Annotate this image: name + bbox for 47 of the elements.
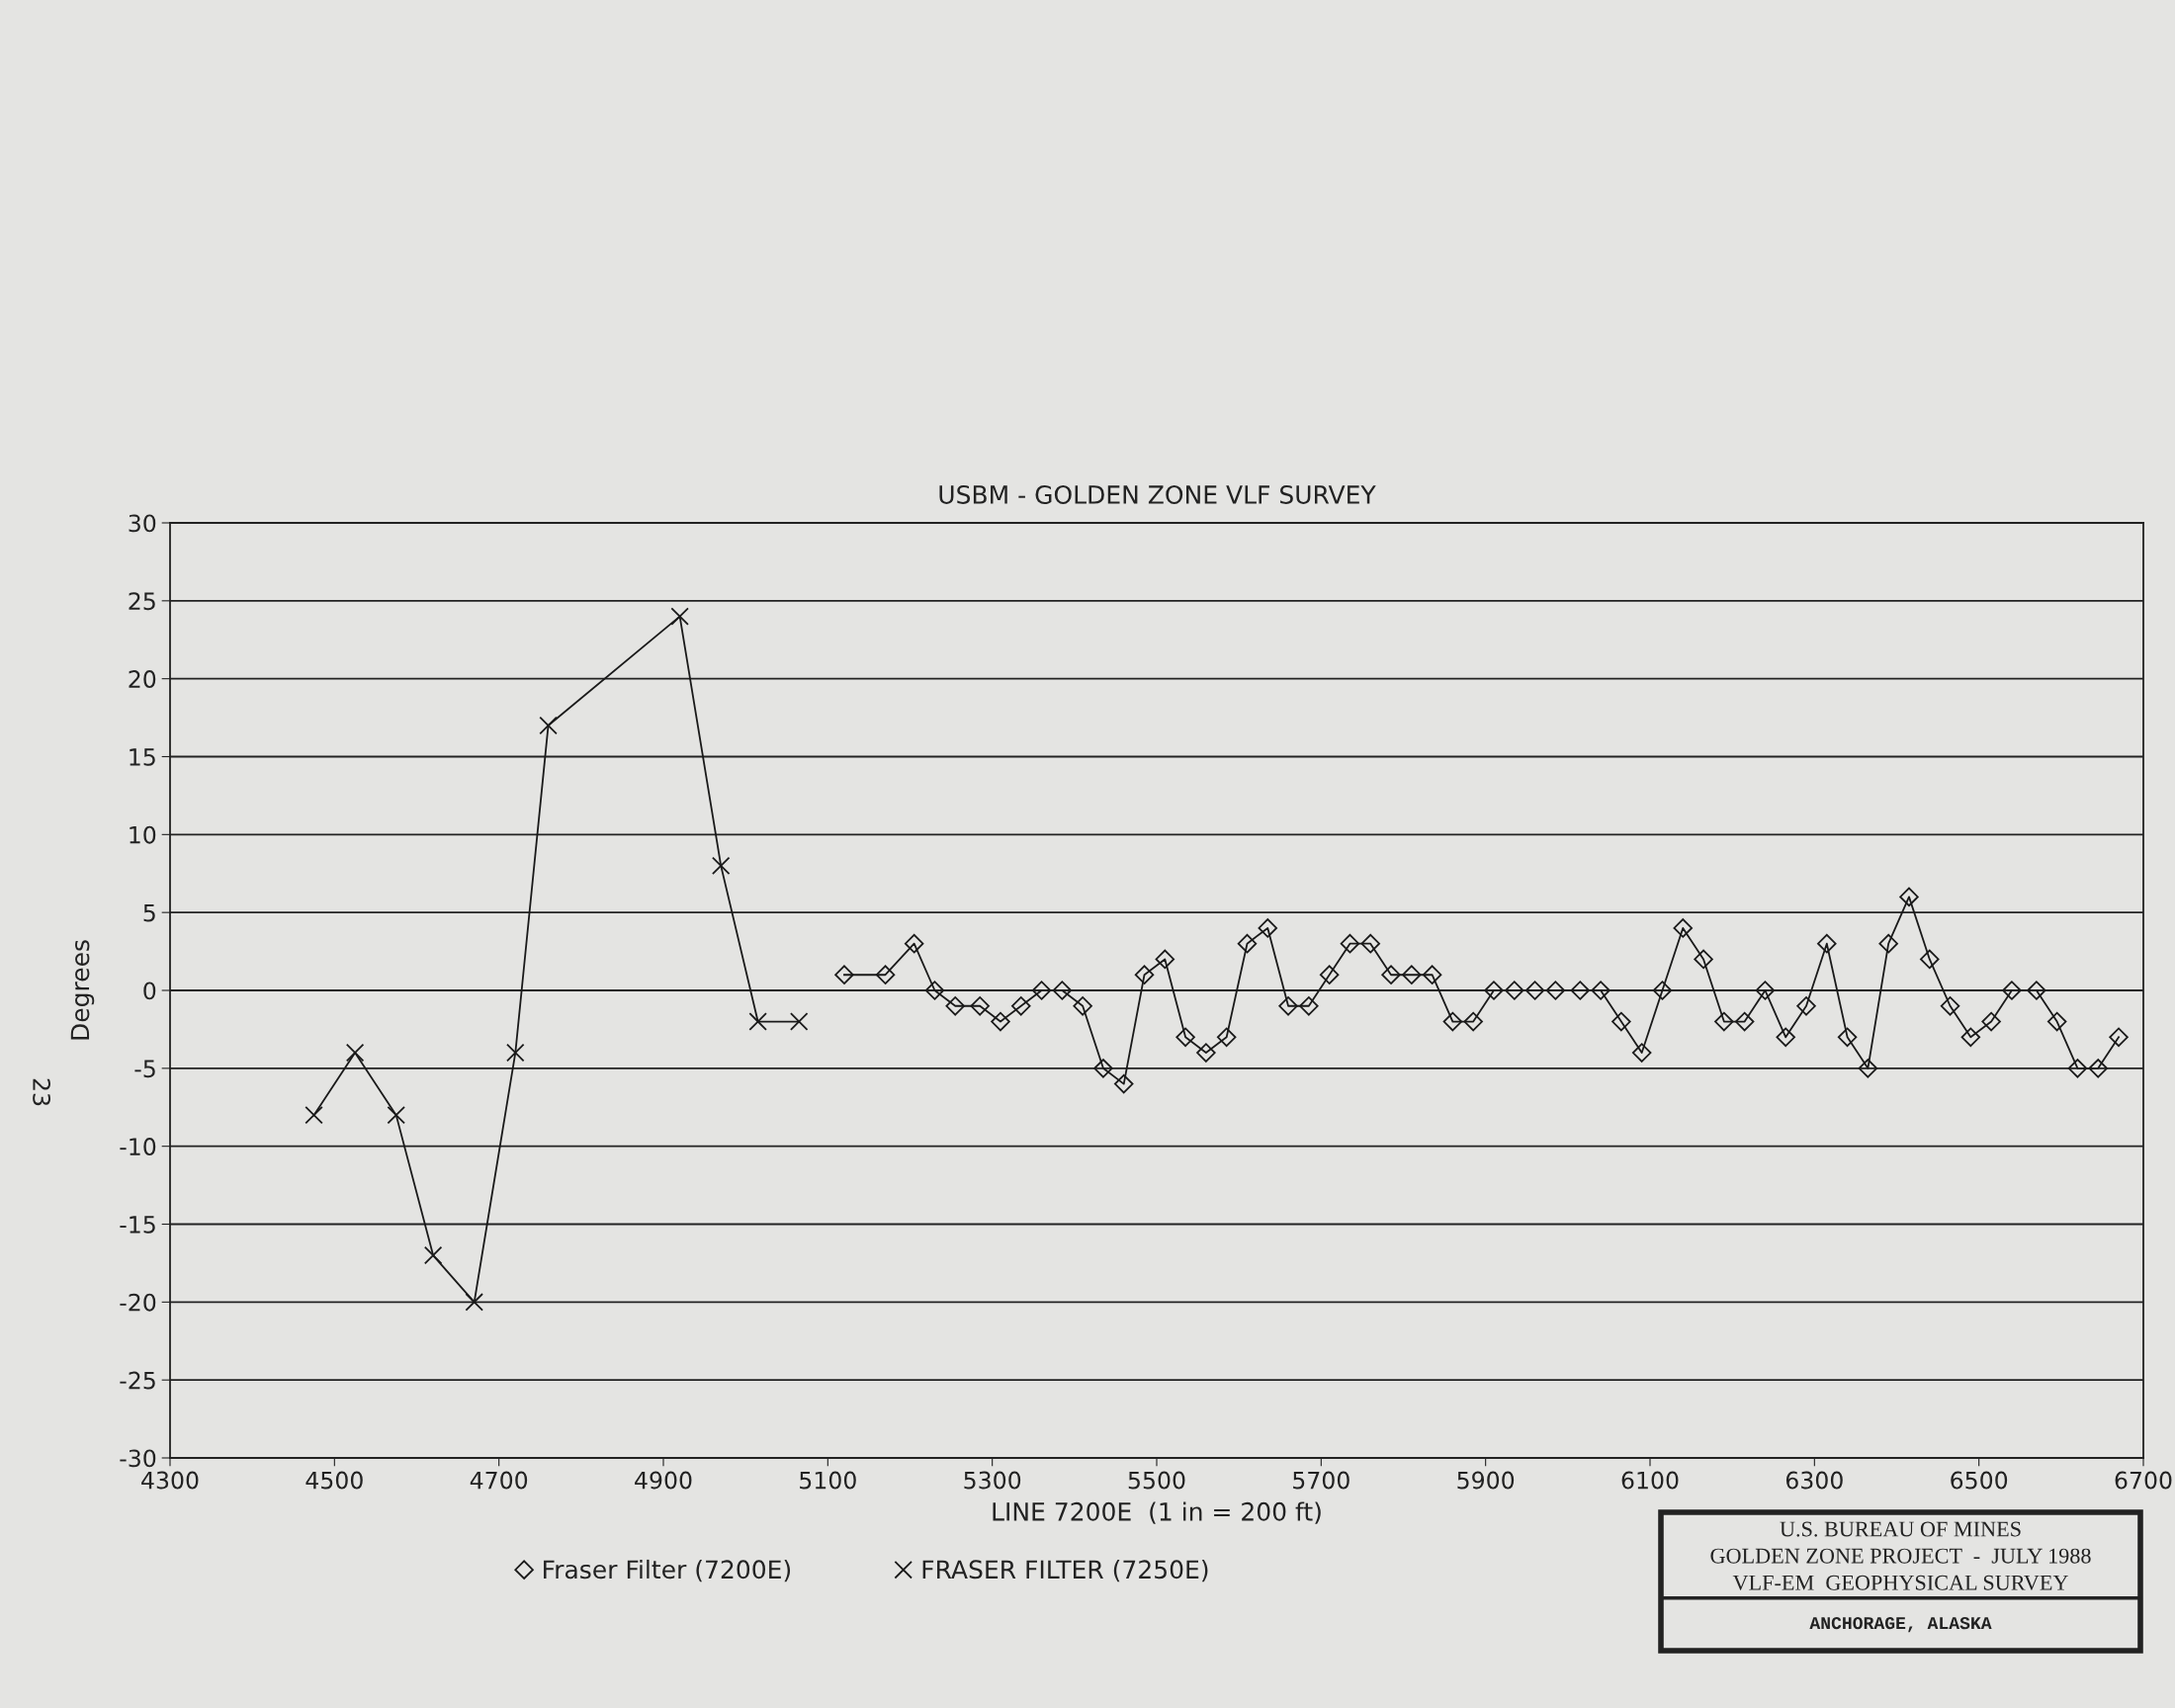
y-tick-label: 10 — [130, 825, 156, 844]
point — [345, 1043, 365, 1063]
x-tick-label: 4700 — [470, 1471, 528, 1490]
x-tick-label: 6700 — [2115, 1471, 2172, 1490]
y-tick-label: 25 — [129, 592, 155, 611]
y-tick-label: -10 — [120, 1138, 156, 1155]
text: VLF-EM GEOPHYSICAL SURVEY — [1732, 1575, 2068, 1590]
y-axis-title: Degrees — [70, 940, 95, 1040]
point — [539, 716, 558, 735]
x-tick-label: 5500 — [1128, 1471, 1185, 1490]
x-tick-label: 6500 — [1951, 1471, 2008, 1490]
y-tick-label: 5 — [143, 903, 155, 922]
text: ANCHORAGE, ALASKA — [1809, 1616, 1992, 1633]
y-tick-label: 0 — [143, 982, 156, 1000]
x-tick-label: 6100 — [1621, 1471, 1679, 1490]
point — [387, 1105, 405, 1125]
y-tick-label: 20 — [129, 670, 156, 688]
chart-title: USBM - GOLDEN ZONE VLF SURVEY — [939, 485, 1376, 504]
y-tick-label: -20 — [120, 1293, 156, 1312]
point — [748, 1012, 767, 1031]
y-tick-label: -5 — [134, 1060, 155, 1078]
x-tick-label: 4300 — [141, 1471, 199, 1490]
x-tick-label: 6300 — [1785, 1471, 1843, 1490]
x-tick-label: 4500 — [305, 1471, 363, 1490]
y-tick-label: 15 — [130, 748, 155, 766]
legend-label: FRASER FILTER (7250E) — [922, 1559, 1208, 1582]
x-tick-label: 5300 — [964, 1471, 1021, 1490]
point — [789, 1012, 809, 1031]
text: 23 — [33, 1078, 51, 1106]
text: U.S. BUREAU OF MINES — [1780, 1521, 2021, 1537]
text: GOLDEN ZONE PROJECT - JULY 1988 — [1710, 1548, 2091, 1564]
point — [506, 1043, 525, 1063]
y-tick-label: -30 — [120, 1449, 156, 1468]
point — [304, 1105, 323, 1125]
point — [670, 607, 689, 626]
y-tick-label: 30 — [129, 514, 156, 533]
y-tick-label: -25 — [120, 1371, 155, 1390]
legend-label: Fraser Filter (7200E) — [544, 1559, 791, 1582]
point — [711, 856, 731, 876]
x-axis-title: LINE 7200E (1 in = 200 ft) — [993, 1501, 1321, 1524]
point — [465, 1293, 483, 1312]
point — [423, 1245, 443, 1265]
x-tick-label: 5700 — [1293, 1471, 1349, 1490]
x-tick-label: 5100 — [800, 1471, 856, 1490]
y-tick-label: -15 — [120, 1216, 155, 1234]
x-tick-label: 5900 — [1457, 1471, 1515, 1490]
x-tick-label: 4900 — [635, 1471, 692, 1490]
